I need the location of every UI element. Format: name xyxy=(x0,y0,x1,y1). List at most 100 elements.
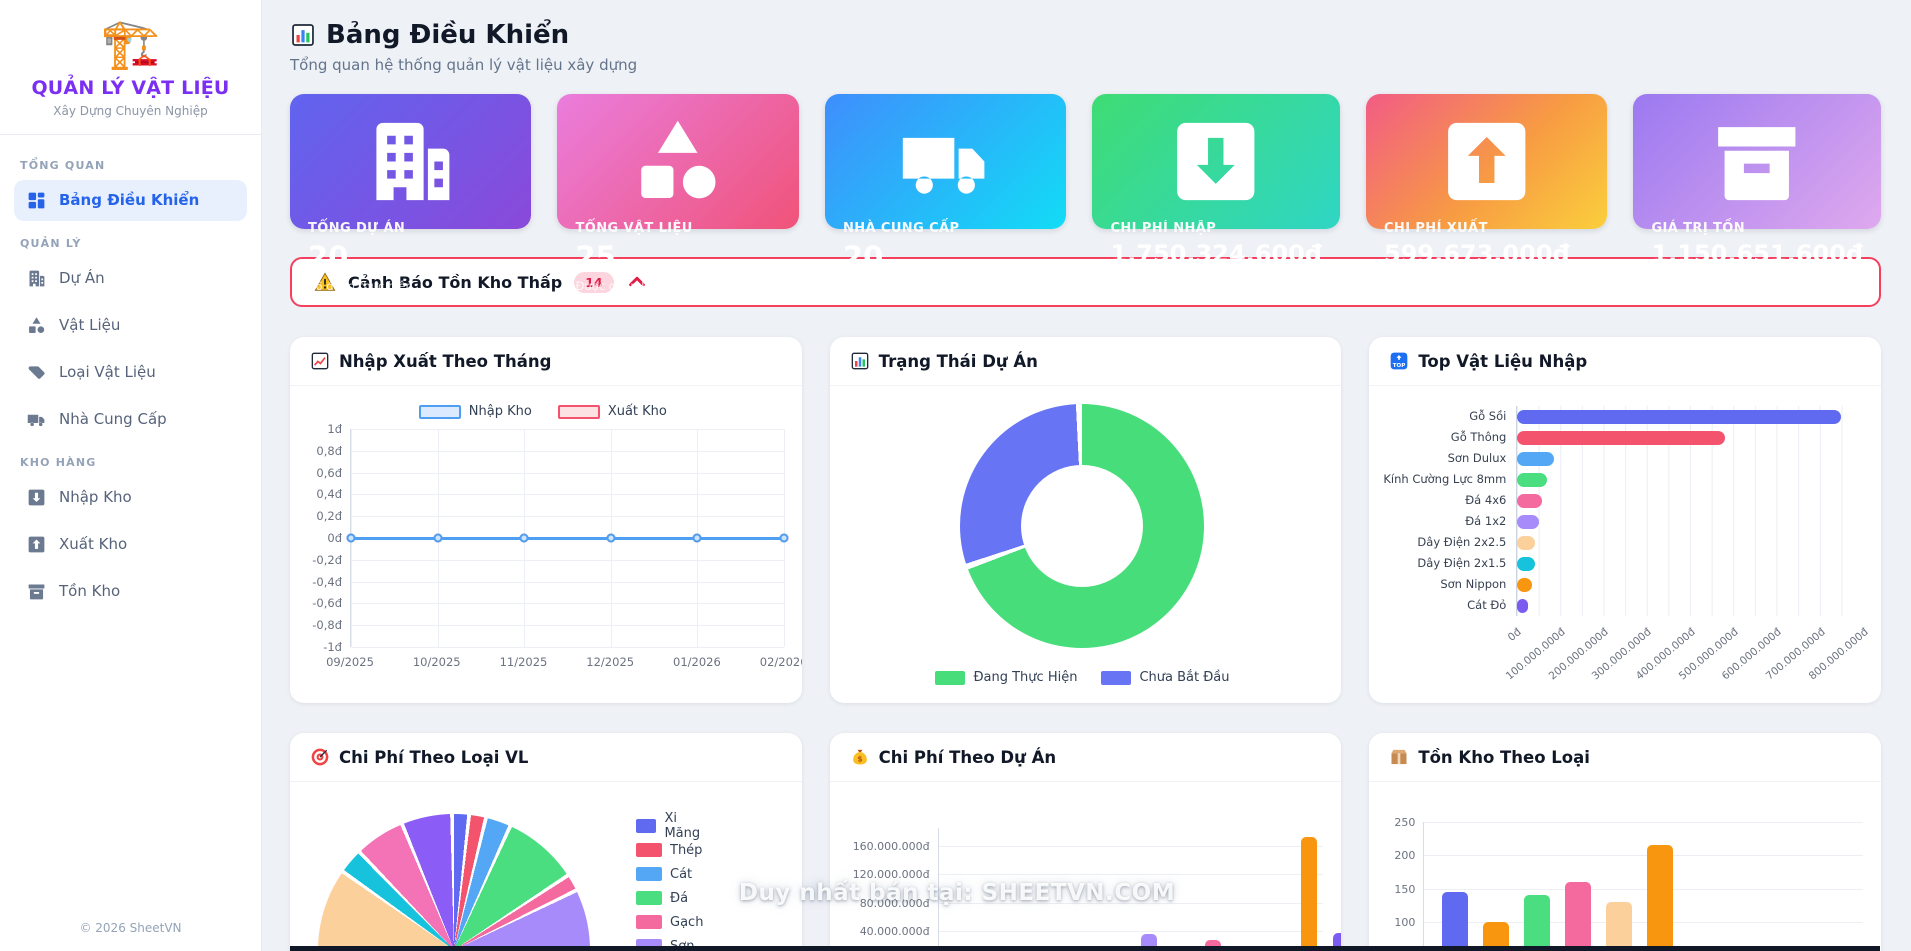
pie-chart-canvas[interactable] xyxy=(318,814,590,951)
chart-title: Nhập Xuất Theo Tháng xyxy=(339,351,552,371)
legend-label: Chưa Bắt Đầu xyxy=(1139,670,1230,685)
chart-body: Xi Măng Thép Cát Đá Gạch Sơn Gỗ Ống Nước… xyxy=(290,782,802,951)
sidebar-item-label: Xuất Kho xyxy=(59,535,128,554)
sidebar-item-label: Loại Vật Liệu xyxy=(59,363,156,382)
bar xyxy=(1524,895,1551,951)
stat-card-value: 20 xyxy=(842,240,884,274)
legend-item[interactable]: Chưa Bắt Đầu xyxy=(1101,670,1230,685)
bar xyxy=(1442,892,1469,951)
chart-body: Nhập Kho Xuất Kho 1đ 0,8đ 0,6đ 0,4đ 0,2đ 0đ -0… xyxy=(290,386,801,703)
next-section-edge xyxy=(290,946,1880,951)
app-title: QUẢN LÝ VẬT LIỆU xyxy=(31,76,230,99)
donut-chart-canvas[interactable] xyxy=(960,404,1205,648)
svg-text:TOP: TOP xyxy=(1393,363,1405,369)
stat-card-sub: Đối tác xyxy=(842,279,884,293)
stat-card-value: 20 xyxy=(308,240,349,274)
target-icon xyxy=(310,747,330,767)
stat-card: CHI PHÍ NHẬP 1.750.324.600đ 20 phiếu xyxy=(1092,94,1340,287)
top-icon: TOP xyxy=(1389,351,1409,371)
legend-column: Xi Măng Thép Cát Đá Gạch Sơn Gỗ Ống Nước xyxy=(636,811,706,951)
line-chart-canvas[interactable] xyxy=(346,429,789,648)
page-subtitle: Tổng quan hệ thống quản lý vật liệu xây … xyxy=(290,56,638,74)
category-labels: Gỗ Sồi Gỗ Thông Sơn Dulux Kính Cường Lực 8m… xyxy=(1381,406,1516,616)
stat-card-sub: Ước tính xyxy=(1651,273,1701,287)
legend-swatch xyxy=(1101,670,1132,685)
bar-chart-icon xyxy=(290,22,316,48)
chart-card-header: $ Chi Phí Theo Dự Án xyxy=(829,733,1342,782)
building-icon xyxy=(26,268,47,289)
sidebar-item-building[interactable]: Dự Án xyxy=(14,258,247,299)
y-axis-labels: 160.000.000đ 120.000.000đ 80.000.000đ 40.00… xyxy=(852,839,930,939)
bar xyxy=(1517,514,1540,529)
bar xyxy=(1647,845,1674,951)
chart-card-cost-by-type: Chi Phí Theo Loại VL Xi Măng Thép Cát Đá… xyxy=(290,733,802,951)
crane-logo-icon: 🏗️ xyxy=(100,16,161,72)
chart-card-cost-by-project: $ Chi Phí Theo Dự Án 160.000.000đ 120.000… xyxy=(829,733,1342,951)
legend-swatch xyxy=(418,404,461,419)
bar xyxy=(1517,430,1725,445)
package-icon xyxy=(1389,747,1409,767)
page-title: Bảng Điều Khiển xyxy=(326,20,570,50)
category-label: Kính Cường Lực 8mm xyxy=(1383,472,1507,486)
sidebar-item-shapes[interactable]: Vật Liệu xyxy=(14,305,247,346)
legend-item[interactable]: Đang Thực Hiện xyxy=(935,670,1077,685)
category-label: Đá 1x2 xyxy=(1465,514,1507,528)
bar xyxy=(1517,598,1529,613)
bar xyxy=(1517,535,1536,550)
chart-body: Đang Thực Hiện Chưa Bắt Đầu xyxy=(830,386,1342,703)
nav-section-label: TỔNG QUAN xyxy=(20,158,106,172)
category-label: Sơn Dulux xyxy=(1447,451,1507,465)
sidebar-item-truck[interactable]: Nhà Cung Cấp xyxy=(14,399,247,440)
charts-row-2: Chi Phí Theo Loại VL Xi Măng Thép Cát Đá… xyxy=(290,733,1881,951)
data-point xyxy=(606,533,616,543)
chart-legend: Đang Thực Hiện Chưa Bắt Đầu xyxy=(935,670,1230,685)
vbar-chart-canvas[interactable] xyxy=(1423,822,1863,951)
sidebar-item-archive[interactable]: Tồn Kho xyxy=(14,571,247,612)
hbar-chart-canvas[interactable]: Gỗ Sồi Gỗ Thông Sơn Dulux Kính Cường Lực 8m… xyxy=(1381,406,1863,616)
sidebar-item-inbox-in[interactable]: Nhập Kho xyxy=(14,477,247,518)
legend-label: Thép xyxy=(670,842,703,858)
legend-item[interactable]: Gạch xyxy=(636,910,706,934)
legend-label: Nhập Kho xyxy=(468,404,532,419)
sidebar-nav: TỔNG QUAN Bảng Điều Khiển QUẢN LÝ Dự Án … xyxy=(0,139,261,907)
bar xyxy=(1332,932,1342,951)
chart-body: 250200150100500 xyxy=(1369,782,1881,951)
legend-swatch xyxy=(636,843,662,857)
legend-label: Xuất Kho xyxy=(607,404,667,419)
chart-title: Chi Phí Theo Loại VL xyxy=(339,747,529,767)
stat-card: TỔNG DỰ ÁN 20 16 đang thực hiện xyxy=(290,94,532,293)
stat-card: GIÁ TRỊ TỒN 1.150.651.600đ Ước tính xyxy=(1633,94,1881,287)
bar xyxy=(1517,451,1555,466)
stat-card-label: CHI PHÍ NHẬP xyxy=(1110,221,1217,236)
inbox-out-icon xyxy=(1384,110,1589,213)
sidebar-item-dashboard[interactable]: Bảng Điều Khiển xyxy=(14,179,247,221)
chart-title: Chi Phí Theo Dự Án xyxy=(878,747,1057,767)
legend-item[interactable]: Cát xyxy=(636,862,706,886)
low-stock-alert[interactable]: Cảnh Báo Tồn Kho Thấp 14 xyxy=(290,257,1881,307)
stat-card: CHI PHÍ XUẤT 599.673.000đ 20 phiếu xyxy=(1365,94,1608,287)
chart-bar-icon xyxy=(850,351,870,371)
legend-item[interactable]: Xuất Kho xyxy=(557,404,667,419)
stat-card-sub: 16 đang thực hiện xyxy=(308,279,413,293)
chart-card-monthly-in-out: Nhập Xuất Theo Tháng Nhập Kho Xuất Kho 1… xyxy=(290,337,802,703)
legend-item[interactable]: Thép xyxy=(636,838,706,862)
nav-section-label: KHO HÀNG xyxy=(20,455,97,469)
x-axis-labels: 0đ 100.000.000đ 200.000.000đ 300.000.000đ 40… xyxy=(1503,626,1871,683)
charts-row-1: Nhập Xuất Theo Tháng Nhập Kho Xuất Kho 1… xyxy=(290,337,1881,703)
legend-item[interactable]: Xi Măng xyxy=(636,811,706,841)
moneybag-icon: $ xyxy=(850,747,870,767)
nav-section-label: QUẢN LÝ xyxy=(20,236,82,250)
category-label: Dây Điện 2x2.5 xyxy=(1417,535,1507,549)
sidebar-item-inbox-out[interactable]: Xuất Kho xyxy=(14,524,247,565)
chart-card-header: Trạng Thái Dự Án xyxy=(829,337,1342,386)
legend-label: Xi Măng xyxy=(664,811,701,841)
inbox-in-icon xyxy=(1110,110,1322,213)
sidebar-item-tag[interactable]: Loại Vật Liệu xyxy=(14,352,247,393)
app-subtitle: Xây Dựng Chuyên Nghiệp xyxy=(53,103,208,118)
sidebar-item-label: Tồn Kho xyxy=(59,582,121,601)
legend-item[interactable]: Đá xyxy=(636,886,706,910)
data-point xyxy=(779,533,789,543)
bar xyxy=(1517,472,1547,487)
legend-item[interactable]: Nhập Kho xyxy=(418,404,532,419)
chevron-up-icon[interactable] xyxy=(626,271,648,293)
